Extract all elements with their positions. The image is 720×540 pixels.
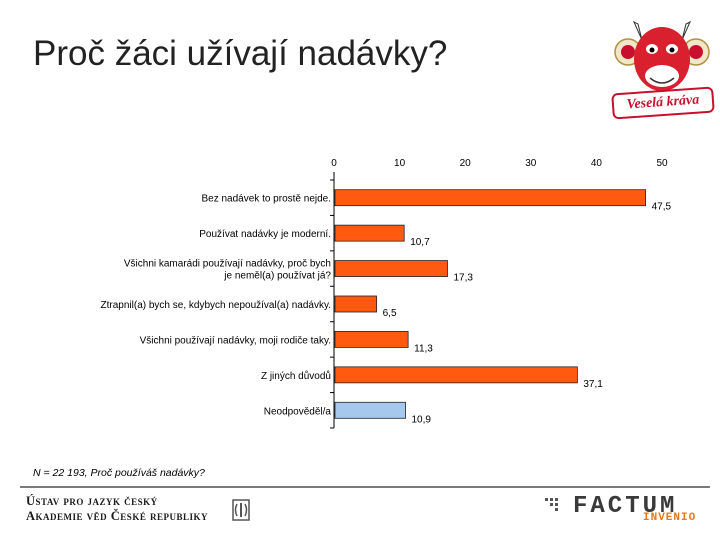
footer-divider <box>20 486 710 488</box>
factum-logo-text: FACTUM <box>573 493 678 520</box>
brand-logo-cow-icon <box>614 20 710 91</box>
category-label: Všichni používají nadávky, moji rodiče t… <box>140 335 331 346</box>
chart-footnote: N = 22 193, Proč používáš nadávky? <box>33 467 205 479</box>
bar <box>334 366 578 384</box>
category-label: Všichni kamarádi používají nadávky, proč… <box>124 259 331 270</box>
bar-value-label: 37,1 <box>583 379 603 390</box>
x-tick-label: 50 <box>656 158 668 169</box>
institute-logo-icon <box>232 499 250 521</box>
bar-value-label: 47,5 <box>652 202 672 213</box>
x-tick-label: 30 <box>525 158 537 169</box>
page-title: Proč žáci užívají nadávky? <box>33 34 448 73</box>
bar-value-label: 11,3 <box>414 343 433 354</box>
bar <box>334 260 448 277</box>
bar-value-label: 17,3 <box>453 273 473 284</box>
bar <box>334 189 647 207</box>
bar <box>334 401 406 419</box>
bar-value-label: 10,9 <box>412 414 432 425</box>
x-tick-label: 20 <box>460 158 472 169</box>
category-label: Používat nadávky je moderní. <box>199 229 331 240</box>
x-tick-label: 40 <box>591 158 603 169</box>
bar-value-label: 10,7 <box>410 237 430 248</box>
factum-logo-dots-icon <box>545 498 558 511</box>
category-label: Neodpověděl/a <box>264 406 332 417</box>
institute-name-line-2: Akademie věd České republiky <box>26 509 208 523</box>
institute-name: Ústav pro jazyk český Akademie věd České… <box>26 494 208 524</box>
bar <box>334 331 409 348</box>
category-label: je neměl(a) používat já? <box>223 271 331 282</box>
x-tick-label: 0 <box>331 158 337 169</box>
category-label: Bez nadávek to prostě nejde. <box>201 194 331 205</box>
invenio-logo-text: INVENIO <box>643 512 697 524</box>
institute-name-line-1: Ústav pro jazyk český <box>26 494 158 508</box>
bar <box>334 224 405 242</box>
category-label: Z jiných důvodů <box>261 370 331 382</box>
category-label: Ztrapnil(a) bych se, kdybych nepoužíval(… <box>101 300 331 311</box>
bar-value-label: 6,5 <box>383 308 397 319</box>
bar <box>334 295 378 313</box>
x-tick-label: 10 <box>394 158 406 169</box>
